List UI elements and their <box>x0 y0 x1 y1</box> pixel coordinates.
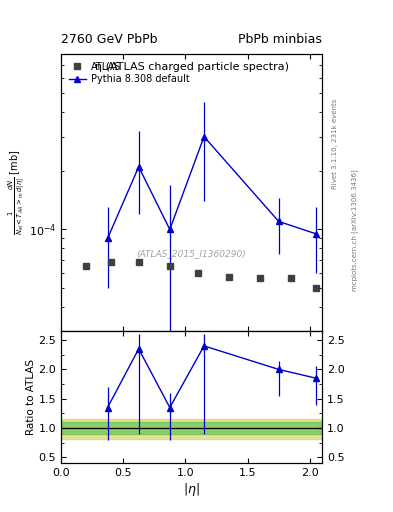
Bar <box>61 419 322 439</box>
Legend: ATLAS, Pythia 8.308 default: ATLAS, Pythia 8.308 default <box>66 58 193 88</box>
Text: PbPb minbias: PbPb minbias <box>239 33 322 46</box>
Text: mcplots.cern.ch [arXiv:1306.3436]: mcplots.cern.ch [arXiv:1306.3436] <box>352 169 358 291</box>
X-axis label: $|\eta|$: $|\eta|$ <box>183 481 200 498</box>
Text: η (ATLAS charged particle spectra): η (ATLAS charged particle spectra) <box>95 62 288 72</box>
Y-axis label: Ratio to ATLAS: Ratio to ATLAS <box>26 359 35 435</box>
Y-axis label: $\frac{1}{N_{el}<T_{AA}>_m}\frac{dN}{d|\eta|}$ [mb]: $\frac{1}{N_{el}<T_{AA}>_m}\frac{dN}{d|\… <box>7 150 28 235</box>
Text: (ATLAS_2015_I1360290): (ATLAS_2015_I1360290) <box>137 249 246 258</box>
Bar <box>61 422 322 434</box>
Text: 2760 GeV PbPb: 2760 GeV PbPb <box>61 33 158 46</box>
Text: Rivet 3.1.10, 231k events: Rivet 3.1.10, 231k events <box>332 98 338 188</box>
